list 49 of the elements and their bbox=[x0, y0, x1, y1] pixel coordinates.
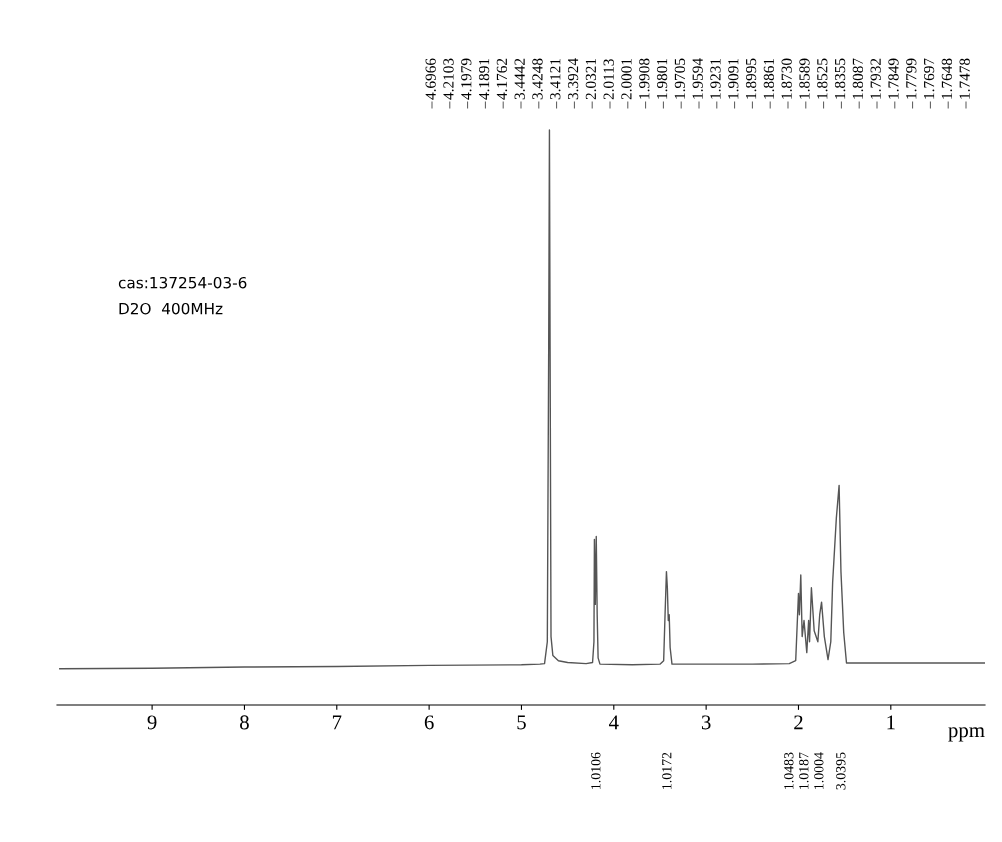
text: 1.9705 bbox=[674, 58, 686, 99]
text: 1.0004 bbox=[814, 752, 824, 789]
text: 1.8730 bbox=[781, 58, 792, 99]
x-tick-label: 7 bbox=[332, 715, 342, 730]
text: 1.8355 bbox=[834, 58, 846, 99]
text: 3.4121 bbox=[550, 58, 561, 100]
text: 1.0483 bbox=[784, 752, 794, 789]
text: 4.6966 bbox=[425, 58, 436, 100]
text: 1.7849 bbox=[888, 58, 899, 99]
text: 1.8087 bbox=[852, 58, 864, 99]
x-tick-label: 5 bbox=[517, 715, 526, 730]
annotation: cas:137254-03-6 bbox=[118, 276, 247, 289]
text: 3.4442 bbox=[514, 58, 525, 100]
text: 1.9801 bbox=[656, 58, 668, 99]
text: 2.0001 bbox=[621, 58, 632, 100]
text: 1.7697 bbox=[923, 58, 935, 99]
text: 1.9091 bbox=[728, 58, 739, 99]
text: 1.7799 bbox=[906, 58, 917, 99]
text: 2.0113 bbox=[603, 59, 614, 100]
text: 1.9231 bbox=[710, 58, 721, 99]
annotation: D2O 400MHz bbox=[119, 302, 223, 315]
text: 3.4248 bbox=[532, 58, 543, 100]
text: 4.1979 bbox=[461, 58, 472, 100]
text: 1.9594 bbox=[692, 58, 703, 99]
x-tick-label: 4 bbox=[609, 715, 619, 730]
text: 4.1762 bbox=[496, 58, 508, 100]
text: 1.0172 bbox=[662, 752, 672, 789]
x-tick-label: 8 bbox=[240, 715, 249, 730]
text: 1.0106 bbox=[591, 752, 601, 789]
text: 2.0321 bbox=[585, 58, 597, 100]
text: 3.3924 bbox=[567, 58, 579, 100]
x-tick-label: 9 bbox=[147, 715, 157, 730]
text: 1.7478 bbox=[959, 58, 970, 99]
x-tick-label: 1 bbox=[887, 715, 895, 730]
text: 1.7648 bbox=[941, 58, 953, 99]
x-tick-label: 2 bbox=[794, 715, 803, 730]
text: 1.0187 bbox=[799, 752, 809, 789]
text: 1.8525 bbox=[817, 58, 828, 99]
text: 4.2103 bbox=[443, 58, 454, 100]
text: 1.7932 bbox=[870, 58, 881, 99]
text: 1.9908 bbox=[639, 58, 650, 99]
text: 1.8995 bbox=[745, 58, 757, 99]
text: 1.8589 bbox=[799, 58, 810, 99]
x-axis-title: ppm bbox=[948, 727, 985, 742]
x-tick-label: 6 bbox=[424, 715, 434, 730]
text: 1.8861 bbox=[763, 58, 775, 99]
text: 4.1891 bbox=[478, 58, 490, 100]
x-tick-label: 3 bbox=[701, 715, 711, 730]
text: 3.0395 bbox=[836, 752, 846, 790]
